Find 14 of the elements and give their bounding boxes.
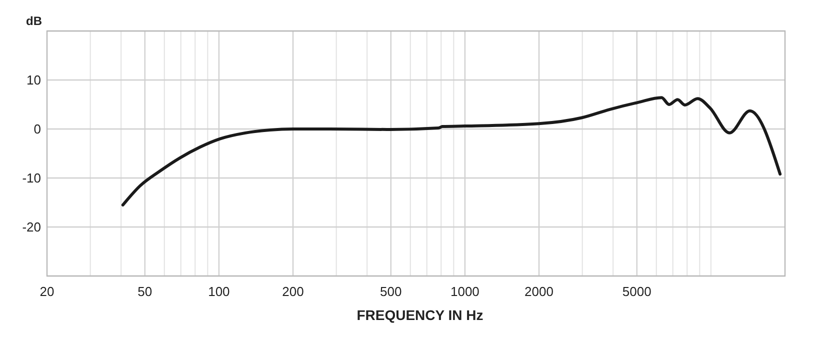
x-tick-label: 1000 [450,284,480,299]
y-tick-label: 0 [34,122,41,136]
x-axis-title: FREQUENCY IN Hz [356,307,484,323]
x-tick-label: 20 [40,284,54,299]
x-tick-label: 5000 [622,284,652,299]
x-tick-label: 500 [380,284,402,299]
x-tick-label: 100 [208,284,230,299]
y-tick-label: 10 [26,72,41,88]
y-axis-title: dB [26,14,42,28]
x-tick-label: 200 [282,284,304,299]
x-tick-label: 50 [138,284,152,299]
y-tick-label: -20 [22,220,41,234]
y-tick-label: -10 [22,170,41,186]
x-tick-label: 2000 [524,284,554,299]
